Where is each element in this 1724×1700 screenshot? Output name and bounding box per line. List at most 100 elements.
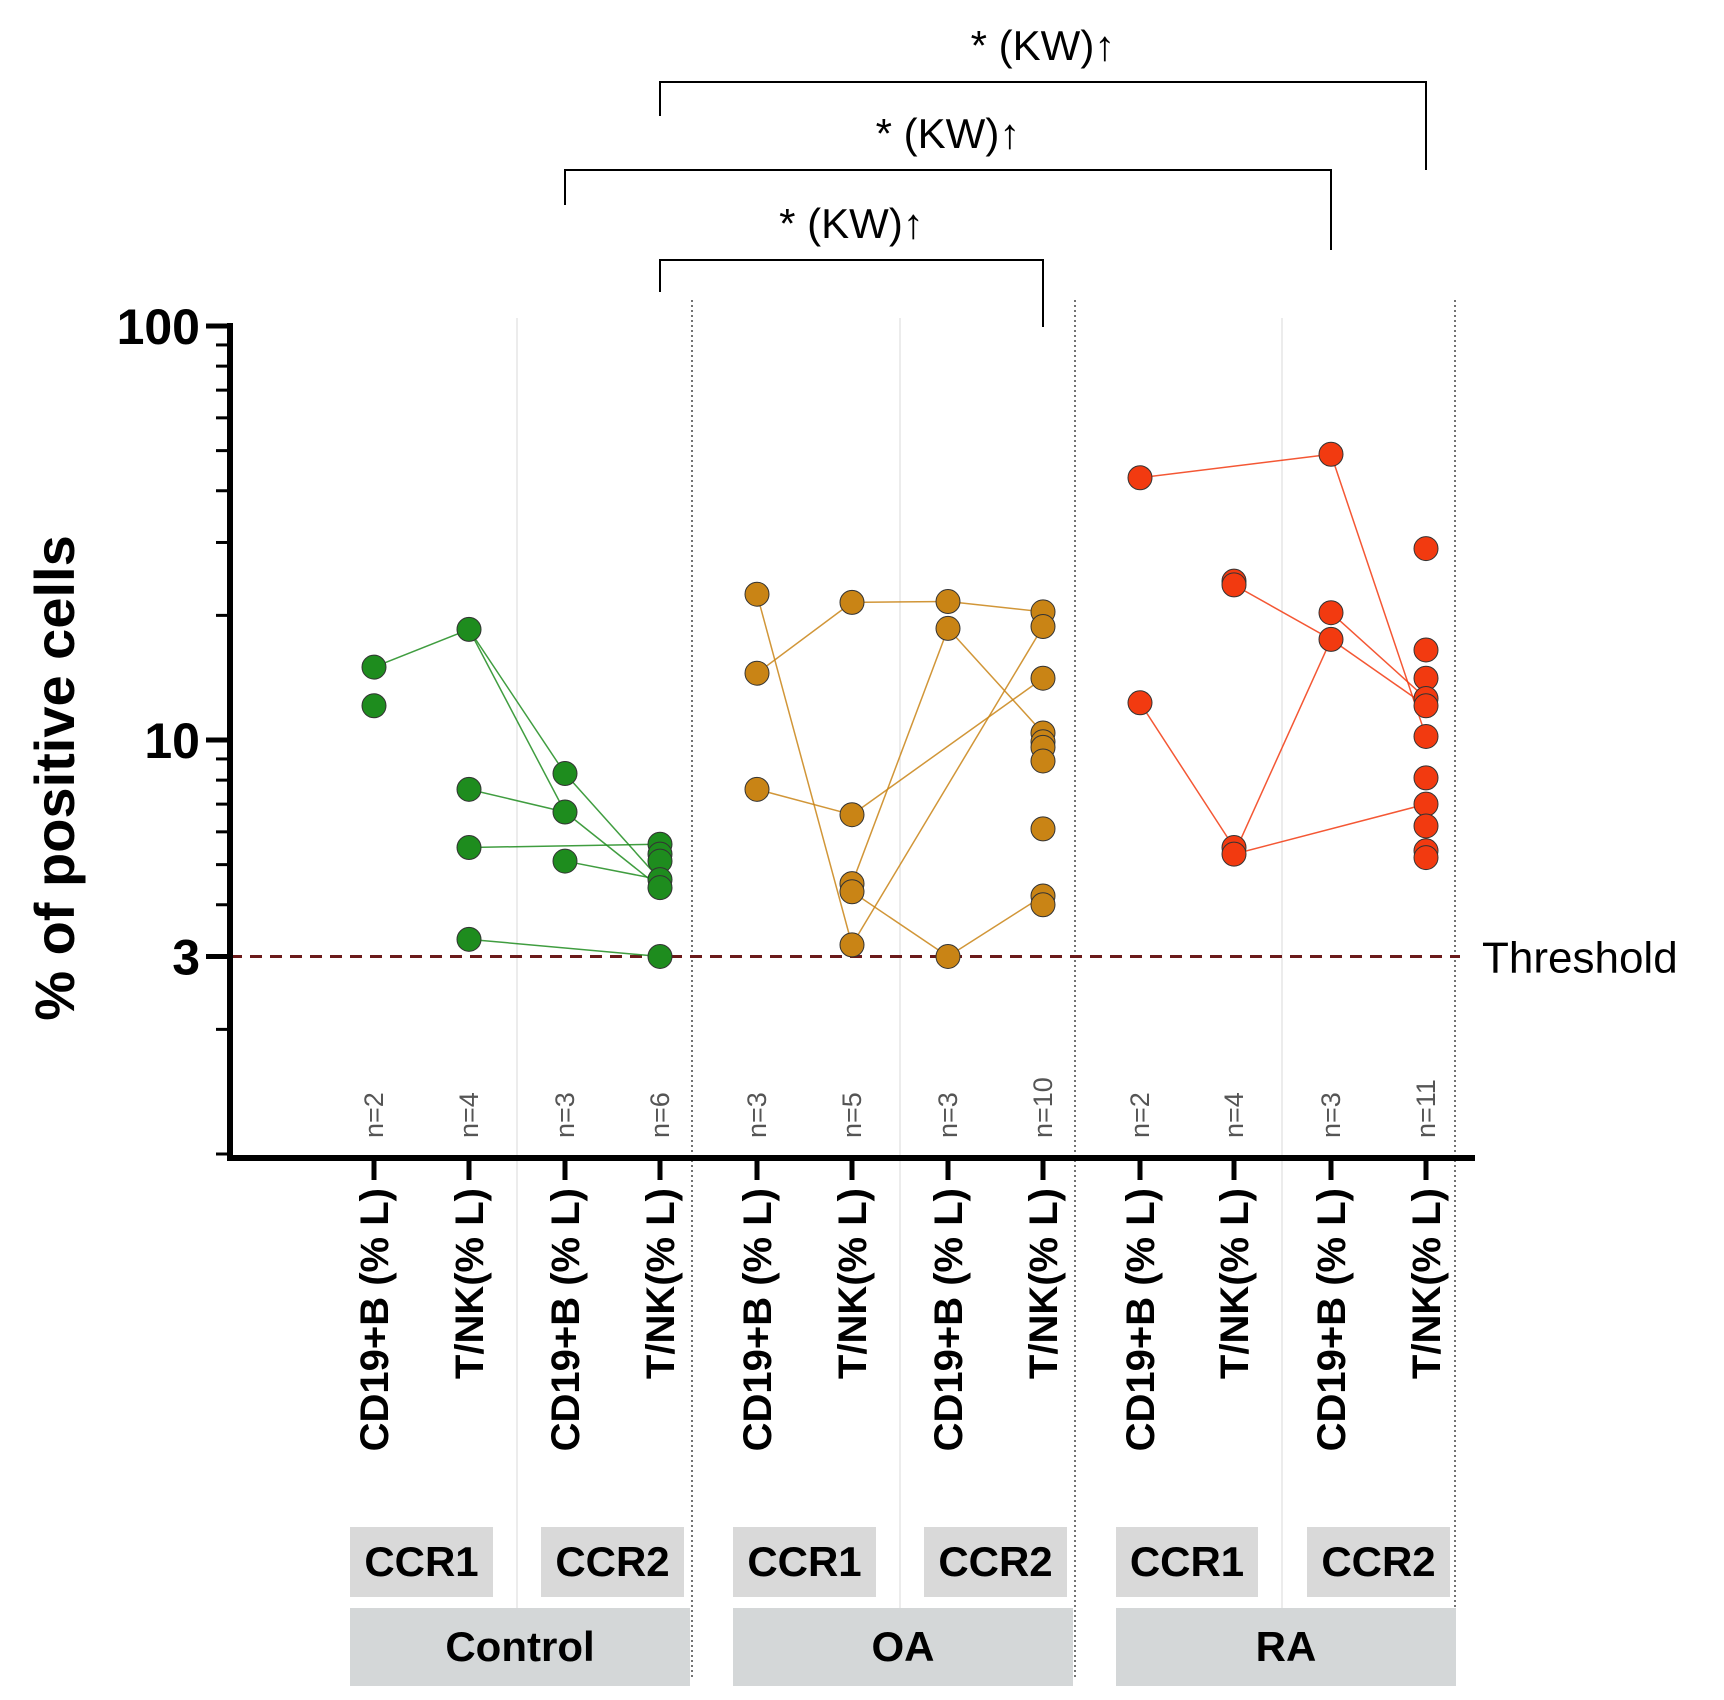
data-point	[839, 879, 865, 905]
sample-size-label: n=3	[550, 1092, 580, 1138]
connection-line	[947, 627, 1044, 734]
data-point	[1127, 465, 1153, 491]
category-label: T/NK(% L)	[831, 1188, 875, 1379]
category-label: CD19+B (% L)	[736, 1188, 780, 1451]
category-label: T/NK(% L)	[448, 1188, 492, 1379]
connection-line	[468, 629, 566, 813]
data-point	[1413, 845, 1439, 871]
category-label: T/NK(% L)	[1213, 1188, 1257, 1379]
category-label: CD19+B (% L)	[353, 1188, 397, 1451]
sample-size-label: n=5	[837, 1092, 867, 1138]
group-box	[350, 1608, 690, 1686]
separator-layer: Threshold	[230, 300, 1678, 1680]
connection-line	[1139, 453, 1332, 479]
connection-line	[1139, 702, 1235, 848]
connection-line	[1330, 638, 1427, 707]
category-label: CD19+B (% L)	[927, 1188, 971, 1451]
data-point	[1030, 892, 1056, 918]
category-label: T/NK(% L)	[1405, 1188, 1449, 1379]
sample-size-label: n=4	[1219, 1092, 1249, 1138]
receptor-label: CCR1	[1130, 1538, 1244, 1585]
category-label: T/NK(% L)	[639, 1188, 683, 1379]
threshold-label: Threshold	[1482, 933, 1678, 982]
connection-line	[1233, 803, 1427, 855]
connection-line	[468, 788, 566, 813]
data-point	[744, 660, 770, 686]
connection-line	[564, 811, 661, 889]
group-box	[733, 1608, 1073, 1686]
data-point	[935, 615, 961, 641]
data-point	[839, 802, 865, 828]
sample-size-label: n=3	[933, 1092, 963, 1138]
data-point	[744, 581, 770, 607]
connection-line	[1233, 584, 1332, 641]
connection-line	[756, 594, 853, 946]
data-point	[1413, 723, 1439, 749]
receptor-label: CCR1	[364, 1538, 478, 1585]
connection-layer	[373, 453, 1427, 958]
data-point	[647, 875, 673, 901]
sample-size-label: n=6	[645, 1092, 675, 1138]
data-point	[1030, 665, 1056, 691]
data-point	[1221, 572, 1247, 598]
group-label: Control	[445, 1623, 594, 1670]
data-point-layer	[361, 441, 1439, 969]
sample-size-label: n=11	[1411, 1079, 1441, 1138]
data-point	[744, 776, 770, 802]
data-point	[456, 776, 482, 802]
data-point	[1413, 813, 1439, 839]
sample-size-label: n=3	[742, 1092, 772, 1138]
connection-line	[564, 860, 661, 881]
data-point	[552, 761, 578, 787]
y-axis-label: % of positive cells	[23, 535, 86, 1021]
data-point	[1030, 748, 1056, 774]
significance-label: * (KW)↑	[876, 110, 1021, 157]
data-point	[361, 654, 387, 680]
connection-line	[1330, 454, 1427, 737]
data-point	[1221, 841, 1247, 867]
data-point	[456, 926, 482, 952]
receptor-label: CCR2	[555, 1538, 669, 1585]
data-point	[935, 589, 961, 615]
data-point	[1030, 613, 1056, 639]
data-point	[1318, 600, 1344, 626]
connection-line	[851, 600, 949, 604]
group-label: RA	[1256, 1623, 1317, 1670]
data-point	[1413, 693, 1439, 719]
sample-size-label: n=3	[1316, 1092, 1346, 1138]
y-tick-label: 100	[117, 299, 200, 355]
connection-line	[851, 626, 1044, 946]
sample-size-label: n=2	[359, 1092, 389, 1138]
connection-line	[373, 628, 470, 668]
receptor-box	[924, 1527, 1067, 1597]
data-point	[552, 848, 578, 874]
significance-bracket	[564, 169, 1332, 250]
category-label: T/NK(% L)	[1022, 1188, 1066, 1379]
data-point	[1318, 441, 1344, 467]
significance-label: * (KW)↑	[971, 22, 1116, 69]
significance-label: * (KW)↑	[779, 200, 924, 247]
receptor-label: CCR2	[1321, 1538, 1435, 1585]
data-point	[552, 799, 578, 825]
connection-line	[851, 891, 949, 958]
data-point	[1030, 816, 1056, 842]
connection-line	[468, 843, 661, 849]
connection-line	[756, 788, 853, 816]
data-point	[647, 943, 673, 969]
data-point	[456, 834, 482, 860]
data-point	[839, 932, 865, 958]
connection-line	[468, 628, 566, 774]
annotation-layer: * (KW)↑ * (KW)↑ * (KW)↑	[564, 22, 1427, 327]
y-tick-label: 10	[144, 713, 200, 769]
data-point	[361, 693, 387, 719]
data-point	[935, 943, 961, 969]
data-point	[1413, 765, 1439, 791]
category-label: CD19+B (% L)	[1119, 1188, 1163, 1451]
receptor-label: CCR1	[747, 1538, 861, 1585]
group-label: OA	[872, 1623, 935, 1670]
data-point	[1318, 626, 1344, 652]
receptor-box	[1116, 1527, 1258, 1597]
group-box	[1116, 1608, 1456, 1686]
receptor-label: CCR2	[938, 1538, 1052, 1585]
